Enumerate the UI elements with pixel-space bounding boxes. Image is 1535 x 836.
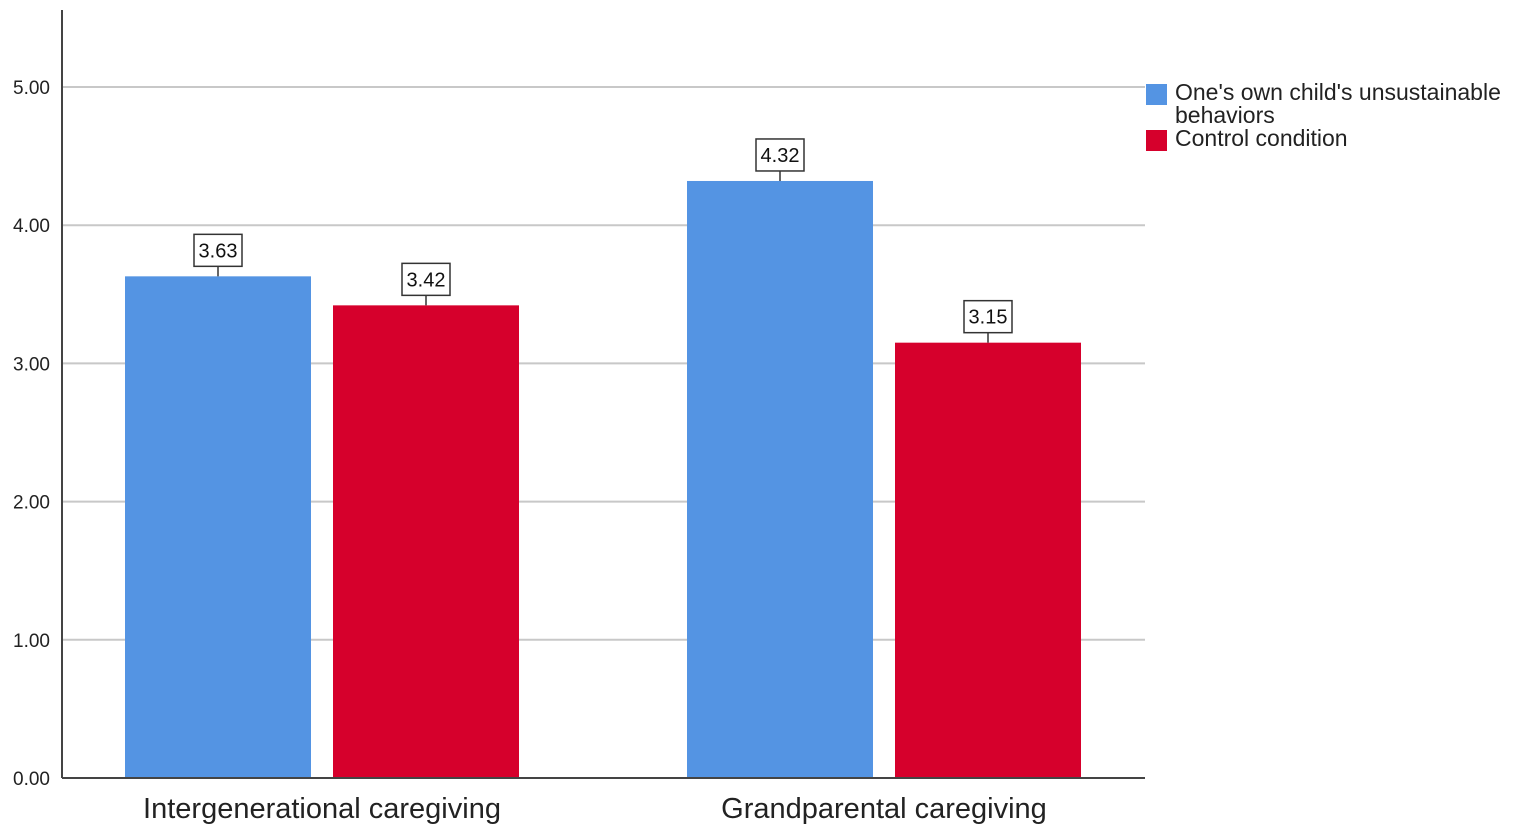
value-label-box <box>193 233 243 268</box>
legend: One's own child's unsustainablebehaviors… <box>1146 79 1501 151</box>
y-tick-label: 5.00 <box>13 78 50 99</box>
value-labels: 3.63 3.42 4.32 3.15 <box>193 138 1013 343</box>
legend-swatch <box>1146 130 1167 151</box>
value-label: 3.15 <box>969 307 1008 329</box>
y-tick-label: 0.00 <box>13 769 50 790</box>
bar <box>333 305 519 778</box>
legend-swatch <box>1146 84 1167 105</box>
x-category-label: Grandparental caregiving <box>721 793 1047 825</box>
legend-label: behaviors <box>1175 102 1275 128</box>
y-tick-label: 2.00 <box>13 493 50 514</box>
bar <box>895 342 1081 778</box>
x-category-label: Intergenerational caregiving <box>143 793 501 825</box>
legend-label: One's own child's unsustainable <box>1175 79 1501 105</box>
y-tick-label: 3.00 <box>13 354 50 375</box>
bar <box>125 276 311 778</box>
y-tick-label: 4.00 <box>13 216 50 237</box>
y-tick-labels: 0.00 1.00 2.00 3.00 4.00 5.00 <box>13 78 50 790</box>
axes <box>61 10 1145 779</box>
bar <box>687 180 873 778</box>
value-label-box <box>401 262 451 297</box>
value-label: 3.42 <box>407 269 446 291</box>
value-label-box <box>755 138 805 172</box>
value-label: 4.32 <box>761 145 800 167</box>
value-label-box <box>963 299 1013 334</box>
legend-label: Control condition <box>1175 125 1348 151</box>
value-label: 3.63 <box>199 240 238 262</box>
y-tick-label: 1.00 <box>13 631 50 652</box>
x-category-labels: Intergenerational caregiving Grandparenta… <box>143 793 1047 825</box>
bars <box>125 180 1081 778</box>
